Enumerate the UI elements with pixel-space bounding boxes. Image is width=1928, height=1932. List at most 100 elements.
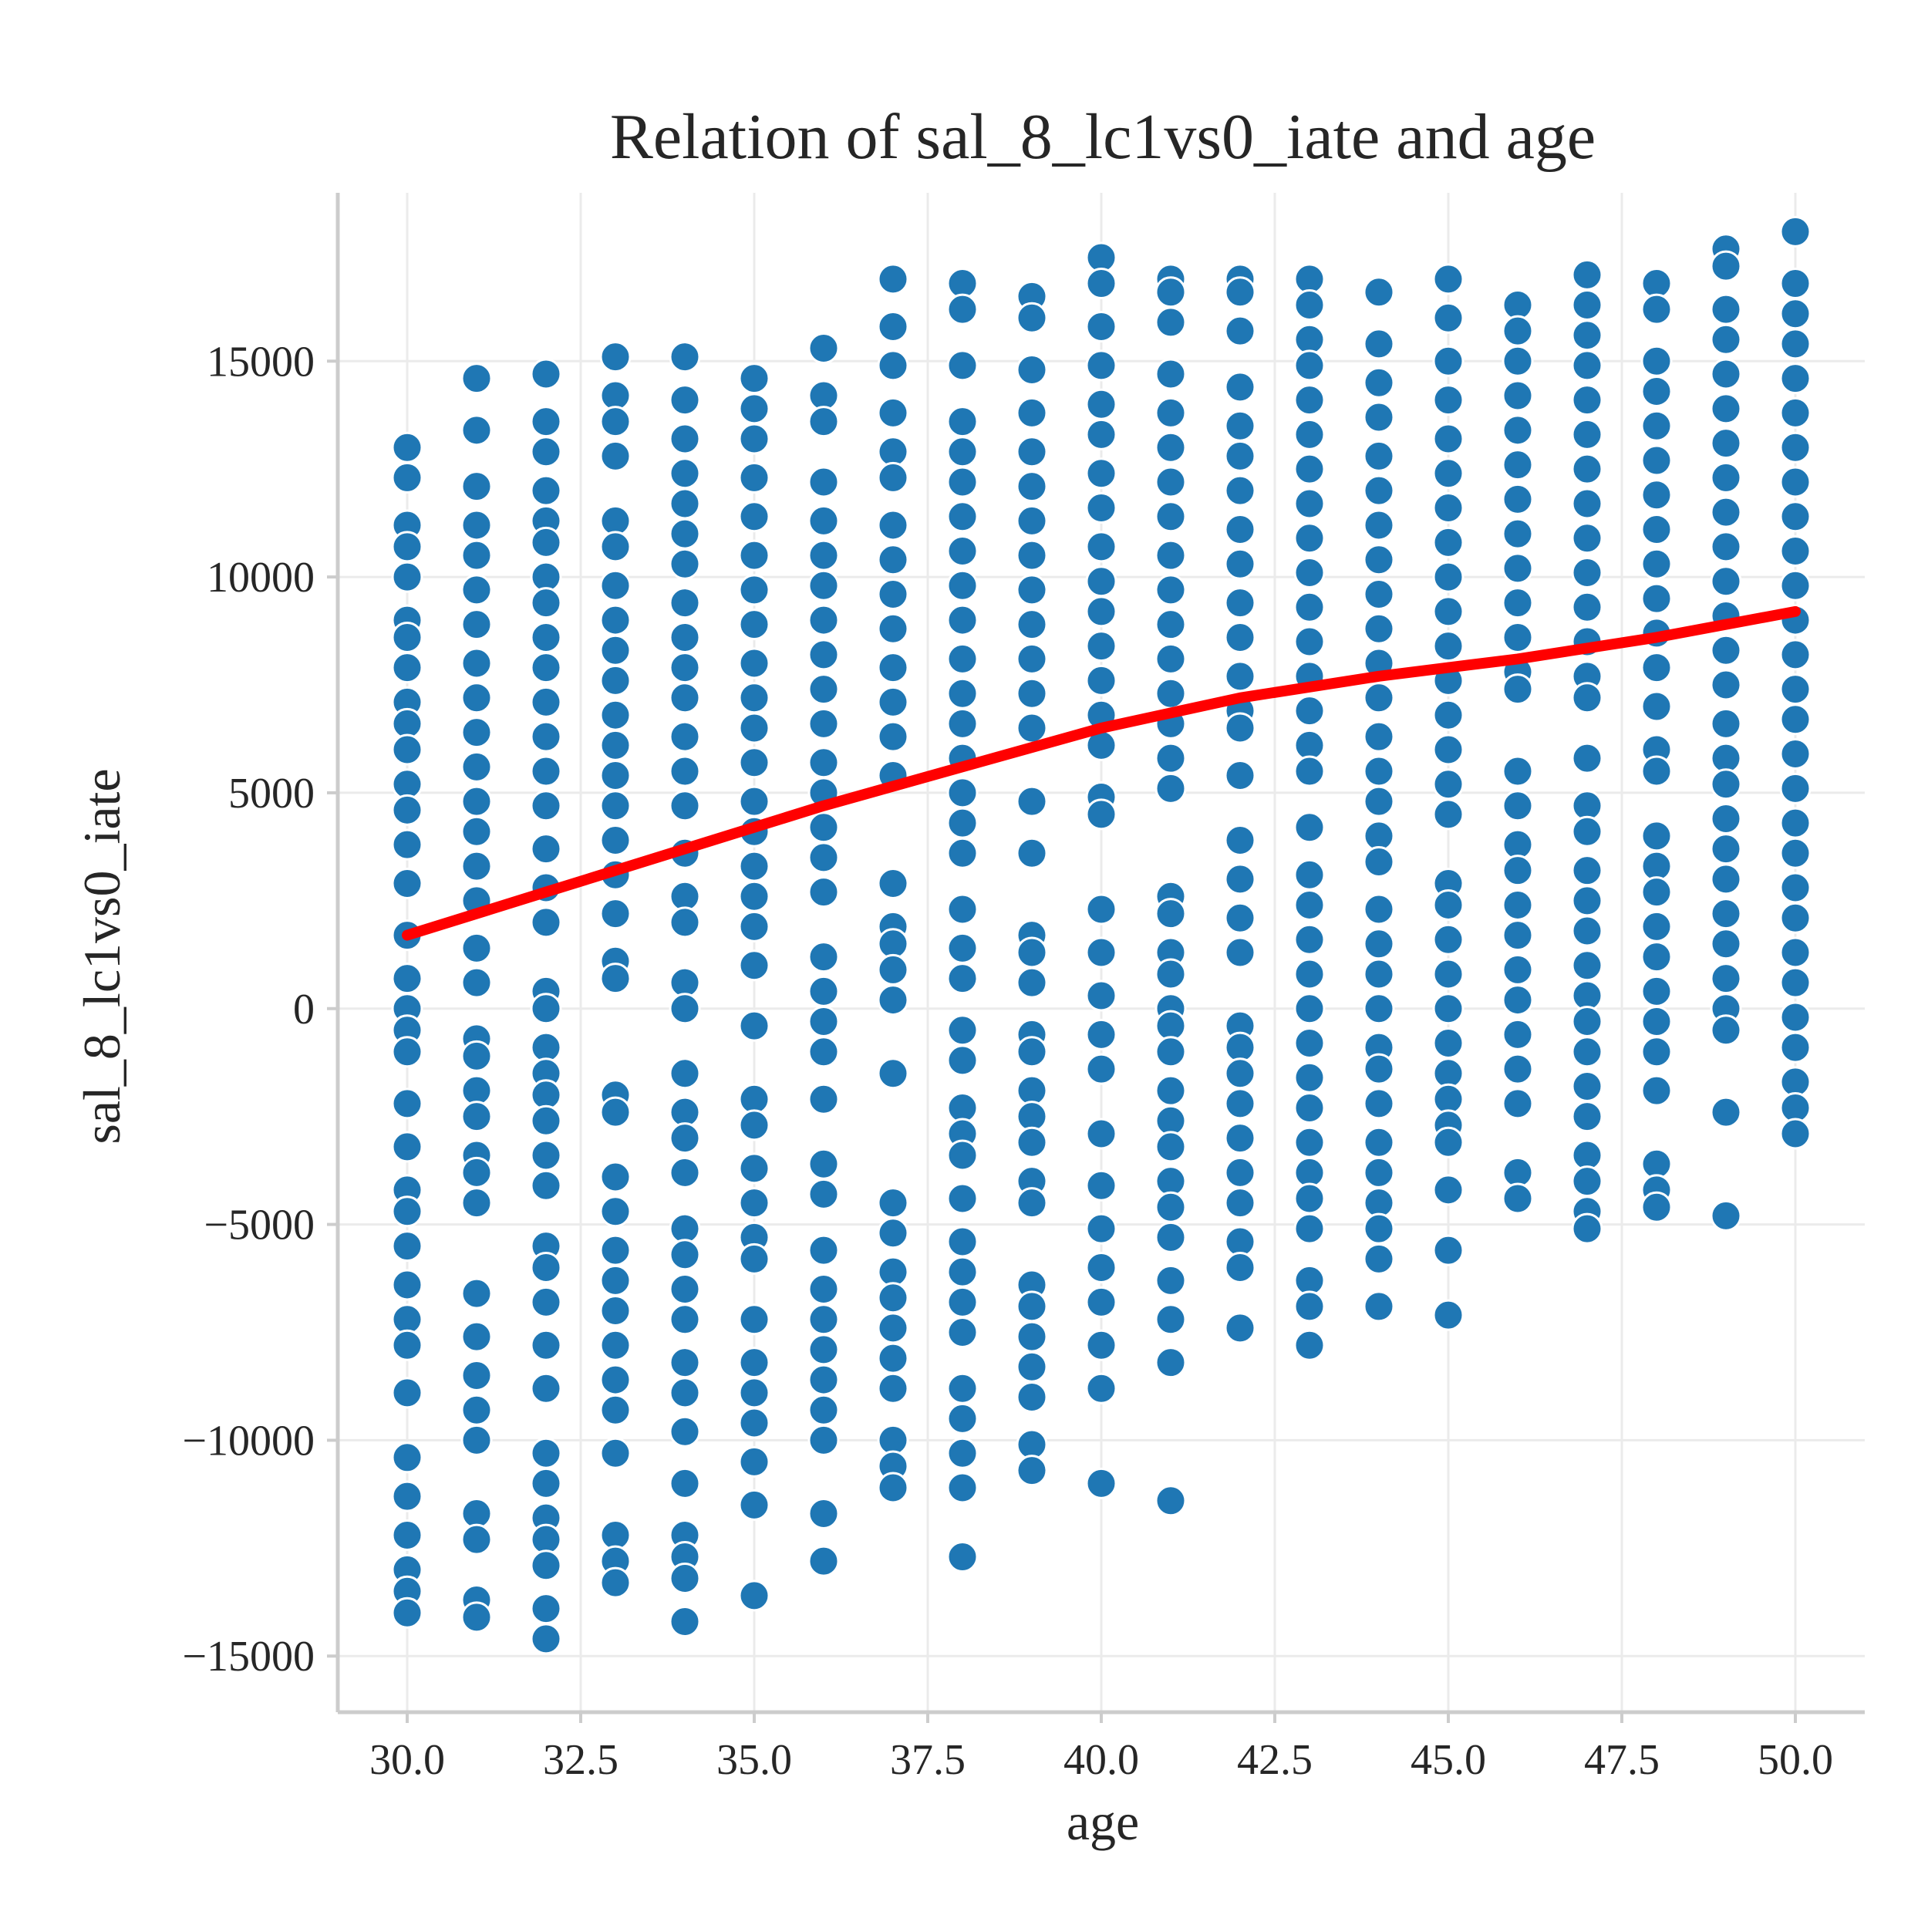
data-point bbox=[1571, 487, 1603, 520]
data-point bbox=[599, 341, 632, 373]
data-point bbox=[1432, 561, 1465, 593]
data-point bbox=[669, 384, 701, 416]
data-point bbox=[530, 1549, 562, 1582]
data-point bbox=[391, 1269, 423, 1301]
data-point bbox=[1154, 501, 1187, 533]
data-point bbox=[599, 898, 632, 930]
data-point bbox=[1640, 876, 1673, 909]
data-point bbox=[1085, 1118, 1117, 1150]
data-point bbox=[1154, 1036, 1187, 1068]
data-point bbox=[946, 642, 979, 675]
data-point bbox=[669, 1273, 701, 1306]
data-point bbox=[807, 1303, 840, 1336]
data-point bbox=[1224, 863, 1256, 895]
data-point bbox=[1293, 1126, 1326, 1158]
data-point bbox=[530, 1252, 562, 1284]
data-point bbox=[877, 1472, 909, 1504]
data-point bbox=[530, 1467, 562, 1499]
data-point bbox=[1779, 639, 1812, 671]
data-point bbox=[1710, 963, 1742, 995]
data-point bbox=[669, 1057, 701, 1090]
data-point bbox=[1224, 548, 1256, 580]
data-point bbox=[877, 953, 909, 986]
data-point bbox=[669, 1347, 701, 1379]
data-point bbox=[1640, 910, 1673, 942]
data-point bbox=[599, 406, 632, 438]
data-point bbox=[1432, 630, 1465, 663]
data-point bbox=[1640, 1191, 1673, 1223]
data-point bbox=[1085, 388, 1117, 420]
data-point bbox=[599, 1329, 632, 1361]
data-point bbox=[1016, 470, 1048, 503]
y-axis-title: sal_8_lc1vs0_iate bbox=[72, 768, 131, 1144]
data-point bbox=[1779, 837, 1812, 869]
data-point bbox=[946, 837, 979, 869]
data-point bbox=[1779, 1118, 1812, 1150]
data-point bbox=[391, 1131, 423, 1163]
data-point bbox=[1016, 574, 1048, 606]
data-point bbox=[738, 647, 770, 679]
data-point bbox=[1224, 824, 1256, 856]
data-point bbox=[1363, 474, 1395, 507]
data-point bbox=[669, 457, 701, 490]
data-point bbox=[391, 733, 423, 766]
data-point bbox=[1571, 1036, 1603, 1068]
data-point bbox=[1224, 514, 1256, 546]
data-point bbox=[391, 1519, 423, 1552]
data-point bbox=[1154, 609, 1187, 641]
data-point bbox=[1293, 811, 1326, 844]
data-point bbox=[877, 544, 909, 576]
data-point bbox=[1710, 293, 1742, 325]
data-point bbox=[1293, 1182, 1326, 1215]
data-point bbox=[1779, 328, 1812, 360]
data-point bbox=[877, 720, 909, 753]
data-point bbox=[1085, 349, 1117, 382]
data-point bbox=[599, 1195, 632, 1228]
y-tick-label: −10000 bbox=[182, 1417, 315, 1465]
data-point bbox=[807, 811, 840, 844]
data-point bbox=[1432, 768, 1465, 801]
data-point bbox=[530, 406, 562, 438]
data-point bbox=[807, 569, 840, 602]
data-point bbox=[391, 1480, 423, 1512]
data-point bbox=[1085, 457, 1117, 490]
data-point bbox=[1432, 958, 1465, 990]
data-point bbox=[599, 729, 632, 761]
data-point bbox=[1571, 522, 1603, 555]
data-point bbox=[1293, 1212, 1326, 1245]
data-point bbox=[1363, 682, 1395, 714]
data-point bbox=[1502, 518, 1534, 550]
data-point bbox=[1085, 1212, 1117, 1245]
data-point bbox=[1502, 888, 1534, 921]
data-point bbox=[1710, 250, 1742, 282]
data-point bbox=[1293, 349, 1326, 382]
data-point bbox=[1293, 1061, 1326, 1094]
data-point bbox=[877, 263, 909, 295]
data-point bbox=[1363, 1212, 1395, 1245]
data-point bbox=[669, 652, 701, 684]
y-tick-label: −5000 bbox=[204, 1202, 315, 1249]
data-point bbox=[530, 1139, 562, 1172]
data-point bbox=[460, 1320, 493, 1353]
data-point bbox=[530, 1169, 562, 1202]
data-point bbox=[1363, 1156, 1395, 1189]
data-point bbox=[669, 1377, 701, 1409]
data-point bbox=[669, 518, 701, 550]
data-point bbox=[669, 341, 701, 373]
data-point bbox=[1502, 621, 1534, 653]
data-point bbox=[1293, 993, 1326, 1025]
x-tick-label: 32.5 bbox=[543, 1736, 619, 1784]
data-point bbox=[807, 1036, 840, 1068]
data-point bbox=[1016, 966, 1048, 999]
x-tick-label: 42.5 bbox=[1237, 1736, 1313, 1784]
data-point bbox=[1224, 712, 1256, 744]
data-point bbox=[1363, 958, 1395, 990]
data-point bbox=[669, 906, 701, 939]
y-tick-label: 10000 bbox=[207, 554, 315, 602]
data-point bbox=[1571, 1101, 1603, 1133]
data-point bbox=[1016, 785, 1048, 818]
data-point bbox=[807, 1148, 840, 1180]
data-point bbox=[1154, 574, 1187, 606]
data-point bbox=[1085, 310, 1117, 342]
data-point bbox=[1710, 803, 1742, 835]
